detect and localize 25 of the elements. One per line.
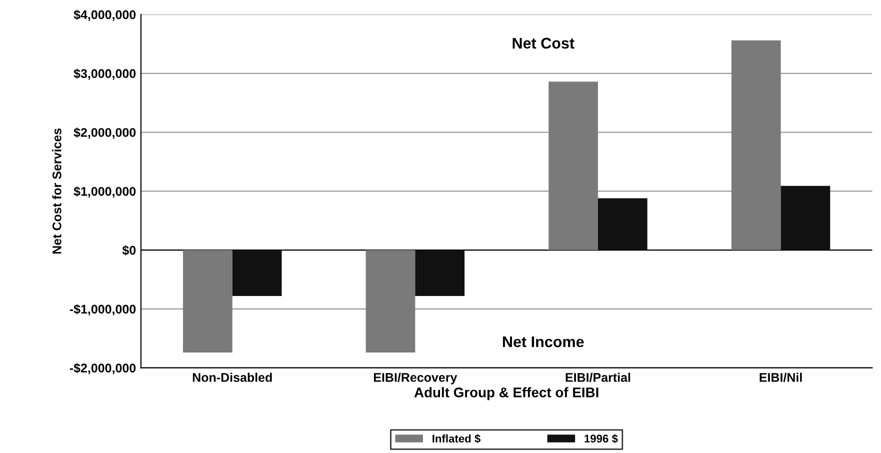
y-axis-title: Net Cost for Services bbox=[52, 128, 62, 254]
y-tick-label: $0 bbox=[122, 245, 136, 256]
bar bbox=[731, 40, 781, 250]
bar bbox=[415, 250, 465, 296]
y-tick-label: $3,000,000 bbox=[74, 68, 136, 80]
annotation: Net Income bbox=[502, 336, 584, 348]
bar bbox=[548, 82, 598, 250]
y-tick-label: $1,000,000 bbox=[74, 186, 136, 198]
y-tick-label: $4,000,000 bbox=[74, 10, 136, 21]
y-tick-label: $2,000,000 bbox=[74, 128, 136, 139]
x-tick-label: Non-Disabled bbox=[192, 372, 272, 382]
bar bbox=[183, 250, 232, 353]
legend-label: Inflated $ bbox=[432, 434, 480, 444]
x-tick-label: EIBI/Nil bbox=[760, 372, 802, 382]
annotation: Net Cost bbox=[512, 38, 574, 49]
x-axis-title: Adult Group & Effect of EIBI bbox=[414, 387, 598, 400]
bar bbox=[780, 186, 830, 250]
y-tick-label: -$2,000,000 bbox=[70, 363, 136, 374]
bar bbox=[232, 250, 282, 296]
x-tick-label: EIBI/Recovery bbox=[374, 372, 458, 384]
bar bbox=[366, 250, 416, 353]
y-tick-label: -$1,000,000 bbox=[70, 304, 136, 316]
bar bbox=[598, 198, 648, 250]
x-tick-label: EIBI/Partial bbox=[566, 372, 630, 382]
legend-label: 1996 $ bbox=[584, 434, 618, 444]
